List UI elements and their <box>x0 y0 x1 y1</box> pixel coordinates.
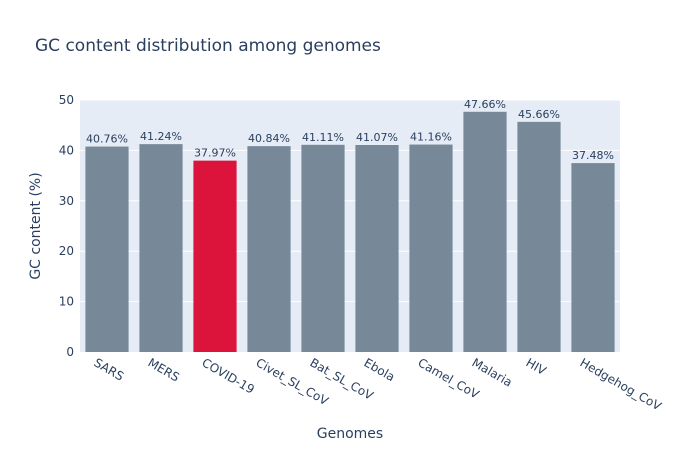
chart-title: GC content distribution among genomes <box>35 36 381 56</box>
y-tick-label: 20 <box>59 244 74 258</box>
data-label: 41.07% <box>356 131 398 144</box>
y-tick-label: 50 <box>59 93 74 107</box>
data-label: 37.48% <box>572 149 614 162</box>
bar-civet-sl-cov[interactable] <box>247 146 291 352</box>
bar-hiv[interactable] <box>517 121 561 352</box>
data-label: 41.11% <box>302 131 344 144</box>
bar-malaria[interactable] <box>463 111 507 352</box>
bar-sars[interactable] <box>85 146 129 352</box>
data-label: 41.16% <box>410 131 452 144</box>
bar-labels: 40.76% 41.24% 37.97% 40.84% 41.11% 41.07% 41.1… <box>86 98 614 162</box>
bar-covid-19[interactable] <box>193 160 237 352</box>
data-label: 45.66% <box>518 108 560 121</box>
data-label: 40.76% <box>86 133 128 146</box>
bar-ebola[interactable] <box>355 145 399 352</box>
bar-mers[interactable] <box>139 144 183 352</box>
y-axis-ticks: 0 10 20 30 40 50 <box>59 93 74 359</box>
y-tick-label: 30 <box>59 194 74 208</box>
y-tick-label: 10 <box>59 295 74 309</box>
y-tick-label: 40 <box>59 143 74 157</box>
bars <box>85 111 615 352</box>
data-label: 47.66% <box>464 98 506 111</box>
data-label: 37.97% <box>194 147 236 160</box>
bar-bat-sl-cov[interactable] <box>301 144 345 352</box>
bar-camel-cov[interactable] <box>409 144 453 352</box>
data-label: 41.24% <box>140 130 182 143</box>
x-axis-title: Genomes <box>317 426 383 442</box>
y-axis-title: GC content (%) <box>28 172 44 279</box>
data-label: 40.84% <box>248 132 290 145</box>
bar-hedgehog-cov[interactable] <box>571 163 615 352</box>
y-tick-label: 0 <box>66 345 74 359</box>
